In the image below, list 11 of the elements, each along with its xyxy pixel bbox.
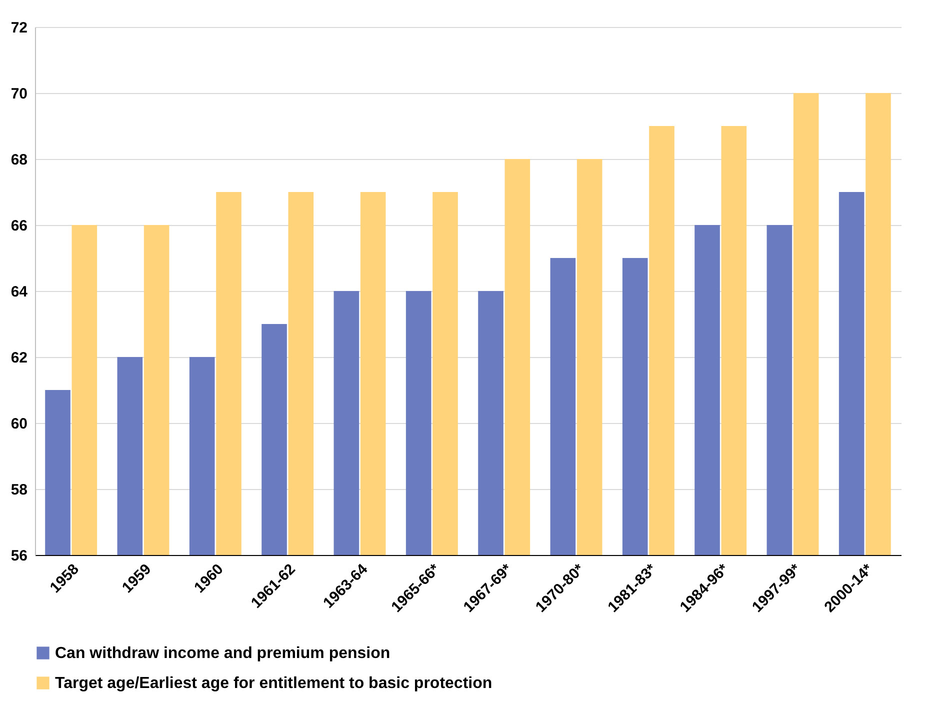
y-tick-label: 58	[10, 482, 28, 498]
y-tick-label: 62	[10, 350, 28, 366]
y-tick-label: 70	[10, 86, 28, 102]
y-tick-label: 72	[10, 20, 28, 36]
legend-label: Target age/Earliest age for entitlement to basic protection	[55, 675, 492, 692]
y-tick-label: 64	[10, 284, 28, 300]
y-tick-label: 56	[10, 548, 28, 564]
legend-label: Can withdraw income and premium pension	[55, 645, 390, 662]
y-tick-label: 68	[10, 152, 28, 168]
y-tick-label: 66	[10, 218, 28, 234]
y-tick-label: 60	[10, 416, 28, 432]
